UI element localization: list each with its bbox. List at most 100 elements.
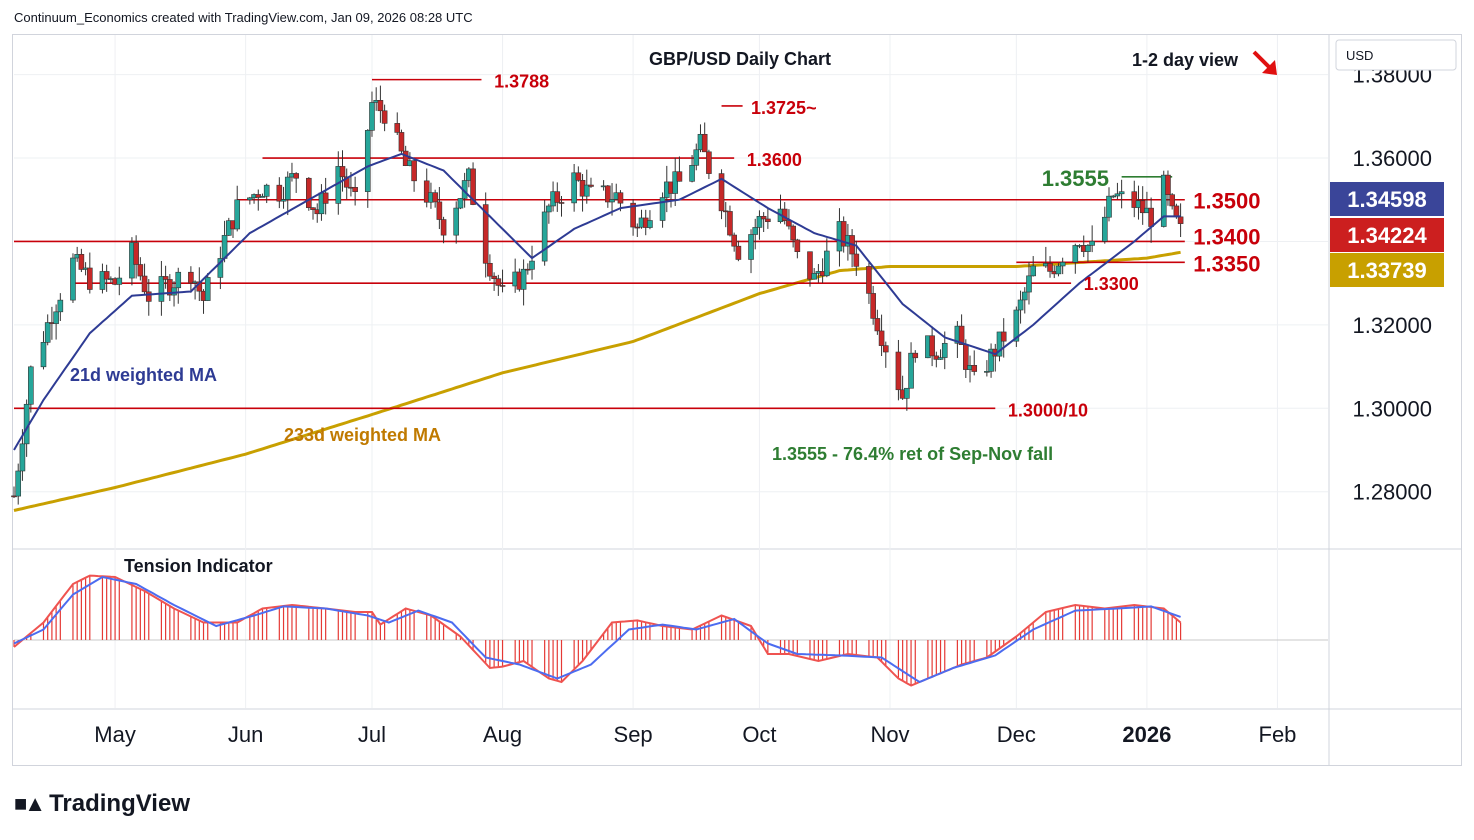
candle-down: [840, 221, 847, 247]
candle-up: [1160, 174, 1167, 227]
wma233-label: 233d weighted MA: [284, 425, 441, 445]
candle-up: [99, 271, 106, 290]
candle-down: [440, 219, 447, 236]
candle-down: [293, 173, 299, 179]
candle-up: [529, 260, 535, 270]
arrow-head: [1262, 60, 1277, 75]
candle-up: [280, 199, 287, 202]
candle-down: [866, 266, 872, 294]
price-badge: [1330, 218, 1444, 252]
level-label-13555: 1.3555: [1042, 166, 1109, 191]
currency-label: USD: [1346, 48, 1373, 63]
level-label-1300010: 1.3000/10: [1008, 400, 1088, 420]
candle-down: [882, 345, 889, 353]
candle-up: [171, 287, 177, 296]
candles: [11, 85, 1184, 505]
candle-up: [28, 366, 34, 405]
candle-up: [996, 331, 1003, 357]
tension-slow-line: [13, 575, 1181, 684]
candle-down: [525, 268, 531, 271]
candle-up: [1059, 261, 1066, 267]
candle-down: [276, 184, 283, 202]
y-tick-label: 1.36000: [1352, 146, 1432, 171]
candle-down: [912, 352, 919, 359]
candle-down: [790, 225, 796, 241]
price-badge-label: 1.33739: [1347, 258, 1427, 283]
candle-up: [259, 196, 266, 198]
x-tick-label: Dec: [997, 722, 1036, 747]
tradingview-logo: ■▲ TradingView: [14, 790, 190, 818]
candle-down: [495, 278, 502, 286]
candle-up: [693, 149, 700, 166]
candle-down: [167, 279, 173, 296]
candle-up: [1055, 265, 1062, 275]
candle-down: [765, 218, 771, 223]
candle-up: [1118, 191, 1125, 195]
candle-down: [394, 123, 401, 133]
candle-up: [984, 371, 990, 373]
candle-down: [735, 245, 742, 260]
candle-down: [676, 171, 683, 182]
candle-down: [411, 160, 417, 182]
candle-down: [971, 365, 978, 372]
candle-down: [423, 180, 430, 203]
tension-indicator-title: Tension Indicator: [124, 556, 273, 576]
candle-up: [158, 276, 165, 302]
candle-down: [87, 267, 93, 290]
candle-up: [247, 197, 253, 201]
candle-up: [1021, 291, 1028, 301]
level-label-13400: 1.3400: [1193, 224, 1260, 249]
level-label-13500: 1.3500: [1193, 189, 1260, 214]
candle-up: [70, 257, 76, 301]
candle-down: [605, 185, 611, 203]
candle-down: [895, 351, 902, 391]
candle-down: [870, 293, 876, 319]
candle-down: [706, 151, 712, 174]
candle-down: [352, 187, 358, 192]
candle-up: [1072, 245, 1079, 263]
candle-down: [588, 184, 594, 187]
candle-up: [988, 348, 994, 372]
candle-down: [634, 226, 641, 229]
x-tick-label: Nov: [870, 722, 909, 747]
candle-up: [453, 207, 460, 236]
price-badge-label: 1.34598: [1347, 187, 1427, 212]
chart-frame[interactable]: [12, 34, 1462, 766]
currency-box: [1335, 39, 1457, 71]
candle-down: [432, 192, 438, 203]
candle-down: [1139, 200, 1146, 214]
candle-down: [1165, 174, 1171, 195]
candle-up: [520, 268, 527, 290]
candle-down: [1173, 205, 1180, 218]
candle-up: [19, 443, 26, 472]
candle-up: [40, 342, 47, 368]
candle-up: [1089, 240, 1095, 246]
candle-up: [175, 271, 182, 289]
candle-up: [263, 184, 270, 197]
candle-down: [162, 276, 169, 280]
y-tick-label: 1.28000: [1352, 480, 1432, 505]
candle-down: [133, 242, 139, 265]
candle-down: [575, 172, 582, 181]
candle-up: [546, 205, 552, 213]
level-label-13788: 1.3788: [494, 72, 549, 92]
y-tick-label: 1.30000: [1352, 396, 1432, 421]
candle-up: [1017, 299, 1024, 311]
candle-down: [310, 207, 316, 210]
candle-down: [343, 176, 350, 188]
x-tick-label: Jul: [358, 722, 386, 747]
candle-up: [937, 357, 944, 360]
candle-up: [221, 235, 228, 259]
candle-up: [284, 176, 291, 200]
candle-down: [402, 150, 409, 166]
y-tick-label: 1.32000: [1352, 313, 1432, 338]
retracement-note: 1.3555 - 76.4% ret of Sep-Nov fall: [772, 444, 1053, 464]
candle-up: [689, 164, 695, 182]
candle-down: [731, 234, 737, 247]
candle-down: [306, 177, 312, 208]
wma21-label: 21d weighted MA: [70, 365, 217, 385]
price-badge-label: 1.34224: [1347, 223, 1427, 248]
level-label-13725: 1.3725~: [751, 98, 817, 118]
tension-fast-line: [13, 574, 1182, 687]
